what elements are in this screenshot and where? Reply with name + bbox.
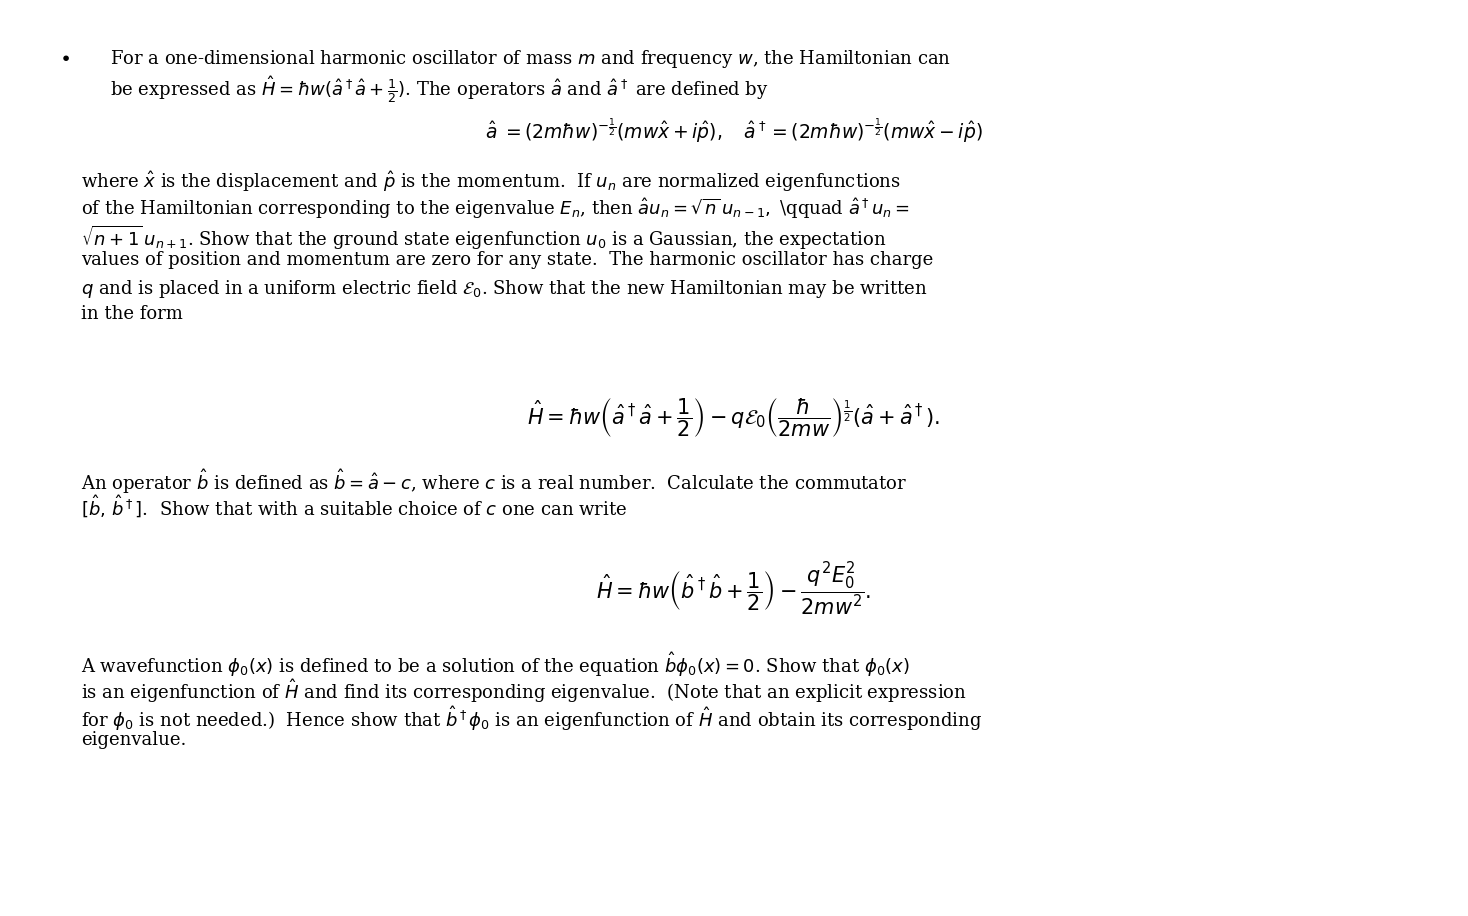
Text: for $\phi_0$ is not needed.)  Hence show that $\hat{b}^\dagger\phi_0$ is an eige: for $\phi_0$ is not needed.) Hence show … bbox=[81, 704, 982, 733]
Text: where $\hat{x}$ is the displacement and $\hat{p}$ is the momentum.  If $u_n$ are: where $\hat{x}$ is the displacement and … bbox=[81, 169, 900, 194]
Text: eigenvalue.: eigenvalue. bbox=[81, 732, 186, 749]
Text: An operator $\hat{b}$ is defined as $\hat{b} = \hat{a} - c$, where $c$ is a real: An operator $\hat{b}$ is defined as $\ha… bbox=[81, 467, 907, 496]
Text: in the form: in the form bbox=[81, 304, 182, 322]
Text: values of position and momentum are zero for any state.  The harmonic oscillator: values of position and momentum are zero… bbox=[81, 250, 934, 268]
Text: For a one-dimensional harmonic oscillator of mass $m$ and frequency $w$, the Ham: For a one-dimensional harmonic oscillato… bbox=[110, 48, 951, 70]
Text: $\bullet$: $\bullet$ bbox=[59, 48, 69, 66]
Text: $\sqrt{n+1}\,u_{n+1}$. Show that the ground state eigenfunction $u_0$ is a Gauss: $\sqrt{n+1}\,u_{n+1}$. Show that the gro… bbox=[81, 224, 887, 252]
Text: $\hat{a} \; = (2m\hbar w)^{-\frac{1}{2}}(mw\hat{x} + i\hat{p}), \quad \hat{a}^\d: $\hat{a} \; = (2m\hbar w)^{-\frac{1}{2}}… bbox=[484, 116, 984, 145]
Text: of the Hamiltonian corresponding to the eigenvalue $E_n$, then $\hat{a}u_n = \sq: of the Hamiltonian corresponding to the … bbox=[81, 197, 909, 222]
Text: $\hat{H} = \hbar w \left(\hat{a}^\dagger\hat{a} + \dfrac{1}{2}\right) - q\mathca: $\hat{H} = \hbar w \left(\hat{a}^\dagger… bbox=[527, 396, 941, 439]
Text: be expressed as $\hat{H} = \hbar w(\hat{a}^\dagger\hat{a} + \frac{1}{2})$. The o: be expressed as $\hat{H} = \hbar w(\hat{… bbox=[110, 74, 769, 105]
Text: is an eigenfunction of $\hat{H}$ and find its corresponding eigenvalue.  (Note t: is an eigenfunction of $\hat{H}$ and fin… bbox=[81, 678, 966, 705]
Text: $\hat{H} = \hbar w \left(\hat{b}^\dagger\hat{b} + \dfrac{1}{2}\right) - \dfrac{q: $\hat{H} = \hbar w \left(\hat{b}^\dagger… bbox=[596, 561, 872, 618]
Text: $q$ and is placed in a uniform electric field $\mathcal{E}_0$. Show that the new: $q$ and is placed in a uniform electric … bbox=[81, 278, 928, 300]
Text: A wavefunction $\phi_0(x)$ is defined to be a solution of the equation $\hat{b}\: A wavefunction $\phi_0(x)$ is defined to… bbox=[81, 650, 909, 679]
Text: $[\hat{b},\, \hat{b}^\dagger]$.  Show that with a suitable choice of $c$ one can: $[\hat{b},\, \hat{b}^\dagger]$. Show tha… bbox=[81, 495, 627, 520]
